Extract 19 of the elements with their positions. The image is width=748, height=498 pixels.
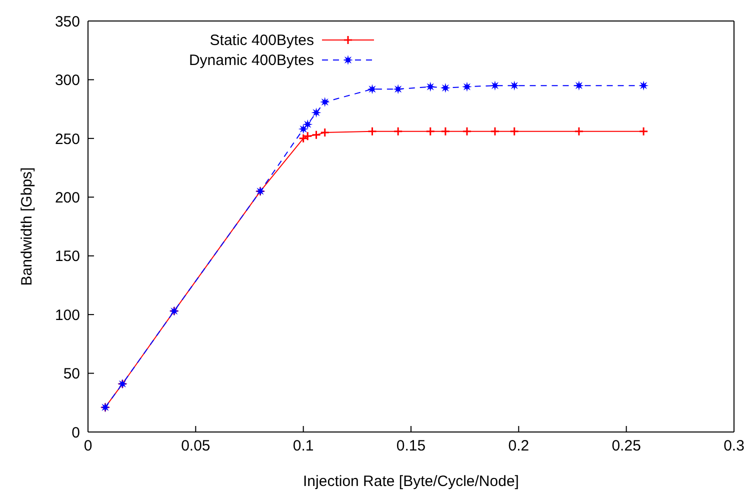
y-tick-label: 100: [54, 306, 80, 324]
legend-label: Dynamic 400Bytes: [188, 52, 314, 68]
y-tick-label: 50: [63, 366, 80, 383]
x-tick-label: 0.3: [724, 438, 744, 455]
x-tick-label: 0.1: [292, 438, 314, 455]
x-tick-label: 0.2: [508, 438, 530, 455]
y-tick-label: 300: [54, 72, 80, 90]
legend-label: Static 400Bytes: [210, 32, 314, 48]
y-tick-label: 350: [54, 13, 80, 30]
y-tick-label: 150: [54, 248, 80, 266]
y-tick-label: 200: [54, 189, 80, 206]
y-tick-label: 250: [54, 130, 80, 148]
x-tick-label: 0.25: [612, 438, 641, 455]
x-tick-label: 0: [84, 438, 92, 455]
x-axis-title: Injection Rate [Byte/Cycle/Node]: [303, 473, 519, 490]
y-axis-title: Bandwidth [Gbps]: [18, 167, 36, 286]
y-tick-label: 0: [72, 424, 80, 442]
x-tick-label: 0.15: [396, 438, 426, 455]
x-tick-label: 0.05: [181, 438, 210, 455]
